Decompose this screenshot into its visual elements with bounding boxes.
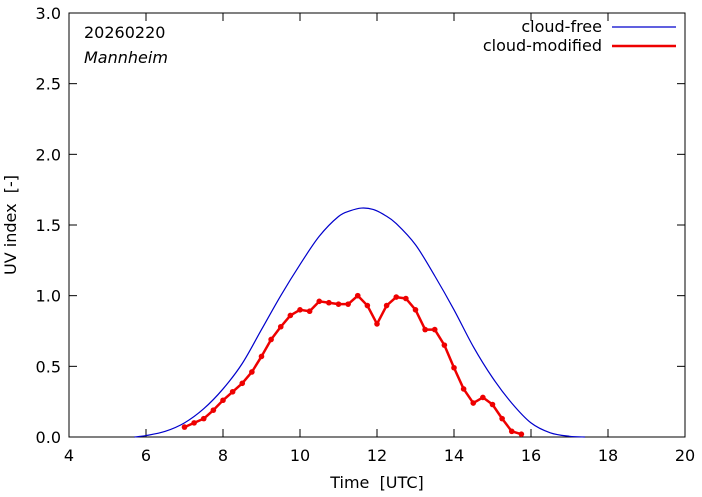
series-line-cloud-free xyxy=(134,207,585,438)
legend-label-cloud-free: cloud-free xyxy=(521,17,602,36)
data-point-cloud-modified-14 xyxy=(316,298,323,305)
data-point-cloud-modified-29 xyxy=(460,386,467,392)
y-tick-label-1: 0.5 xyxy=(36,357,61,376)
data-point-cloud-modified-10 xyxy=(277,323,284,330)
x-tick-label-4: 12 xyxy=(367,446,387,465)
data-point-cloud-modified-26 xyxy=(431,326,438,333)
data-point-cloud-modified-22 xyxy=(393,294,400,300)
x-tick-label-2: 8 xyxy=(218,446,228,465)
data-point-cloud-modified-31 xyxy=(480,394,486,401)
y-tick-label-0: 0.0 xyxy=(36,428,61,447)
y-tick-label-5: 2.5 xyxy=(36,75,61,94)
data-point-cloud-modified-4 xyxy=(220,397,226,404)
data-point-cloud-modified-23 xyxy=(403,295,409,302)
data-point-cloud-modified-34 xyxy=(508,428,515,435)
data-point-cloud-modified-16 xyxy=(335,301,342,307)
data-point-cloud-modified-15 xyxy=(326,299,332,306)
date-annotation: 20260220 xyxy=(84,23,165,42)
data-point-cloud-modified-25 xyxy=(422,326,428,333)
x-tick-label-5: 14 xyxy=(444,446,464,465)
x-tick-label-1: 6 xyxy=(141,446,151,465)
data-point-cloud-modified-5 xyxy=(229,388,236,395)
location-annotation: Mannheim xyxy=(84,48,168,67)
legend-label-cloud-modified: cloud-modified xyxy=(483,36,602,55)
data-point-cloud-modified-35 xyxy=(518,431,525,437)
legend: cloud-free cloud-modified xyxy=(483,17,676,55)
data-point-cloud-modified-19 xyxy=(364,302,371,309)
data-point-cloud-modified-12 xyxy=(297,307,303,313)
data-point-cloud-modified-13 xyxy=(306,308,313,315)
data-point-cloud-modified-11 xyxy=(287,312,294,319)
y-axis-title: UV index [-] xyxy=(1,175,20,275)
x-tick-label-7: 18 xyxy=(598,446,618,465)
axis-ticks xyxy=(68,12,686,438)
data-point-cloud-modified-28 xyxy=(451,364,457,371)
data-point-cloud-modified-1 xyxy=(191,420,197,426)
data-point-cloud-modified-24 xyxy=(412,307,419,313)
x-tick-label-8: 20 xyxy=(675,446,695,465)
x-axis-title: Time [UTC] xyxy=(329,473,424,492)
plot-frame xyxy=(68,12,686,438)
data-point-cloud-modified-30 xyxy=(470,400,477,406)
y-tick-label-6: 3.0 xyxy=(36,4,61,23)
data-point-cloud-modified-33 xyxy=(499,415,505,422)
axis-tick-labels: 4 6 8 10 12 14 16 18 20 0.0 0.5 1.0 1.5 2.0 2.5 3.0 xyxy=(36,4,696,465)
data-point-cloud-modified-18 xyxy=(354,292,361,299)
data-point-cloud-modified-3 xyxy=(210,407,217,413)
x-tick-label-6: 16 xyxy=(521,446,541,465)
data-point-cloud-modified-2 xyxy=(200,415,207,422)
x-tick-label-0: 4 xyxy=(64,446,74,465)
y-tick-label-3: 1.5 xyxy=(36,216,61,235)
y-tick-label-2: 1.0 xyxy=(36,287,61,306)
y-tick-label-4: 2.0 xyxy=(36,145,61,164)
data-point-cloud-modified-32 xyxy=(489,401,496,408)
data-point-cloud-modified-9 xyxy=(268,336,274,343)
x-tick-label-3: 10 xyxy=(290,446,310,465)
data-point-cloud-modified-27 xyxy=(441,342,448,348)
series-layer xyxy=(134,207,585,438)
data-point-cloud-modified-21 xyxy=(383,302,390,309)
data-point-cloud-modified-0 xyxy=(181,424,188,430)
data-point-cloud-modified-8 xyxy=(258,353,265,360)
data-point-cloud-modified-20 xyxy=(374,321,380,327)
data-point-cloud-modified-17 xyxy=(345,301,351,307)
series-line-cloud-modified xyxy=(183,294,522,436)
data-point-cloud-modified-7 xyxy=(249,369,255,375)
data-point-cloud-modified-6 xyxy=(239,380,246,387)
